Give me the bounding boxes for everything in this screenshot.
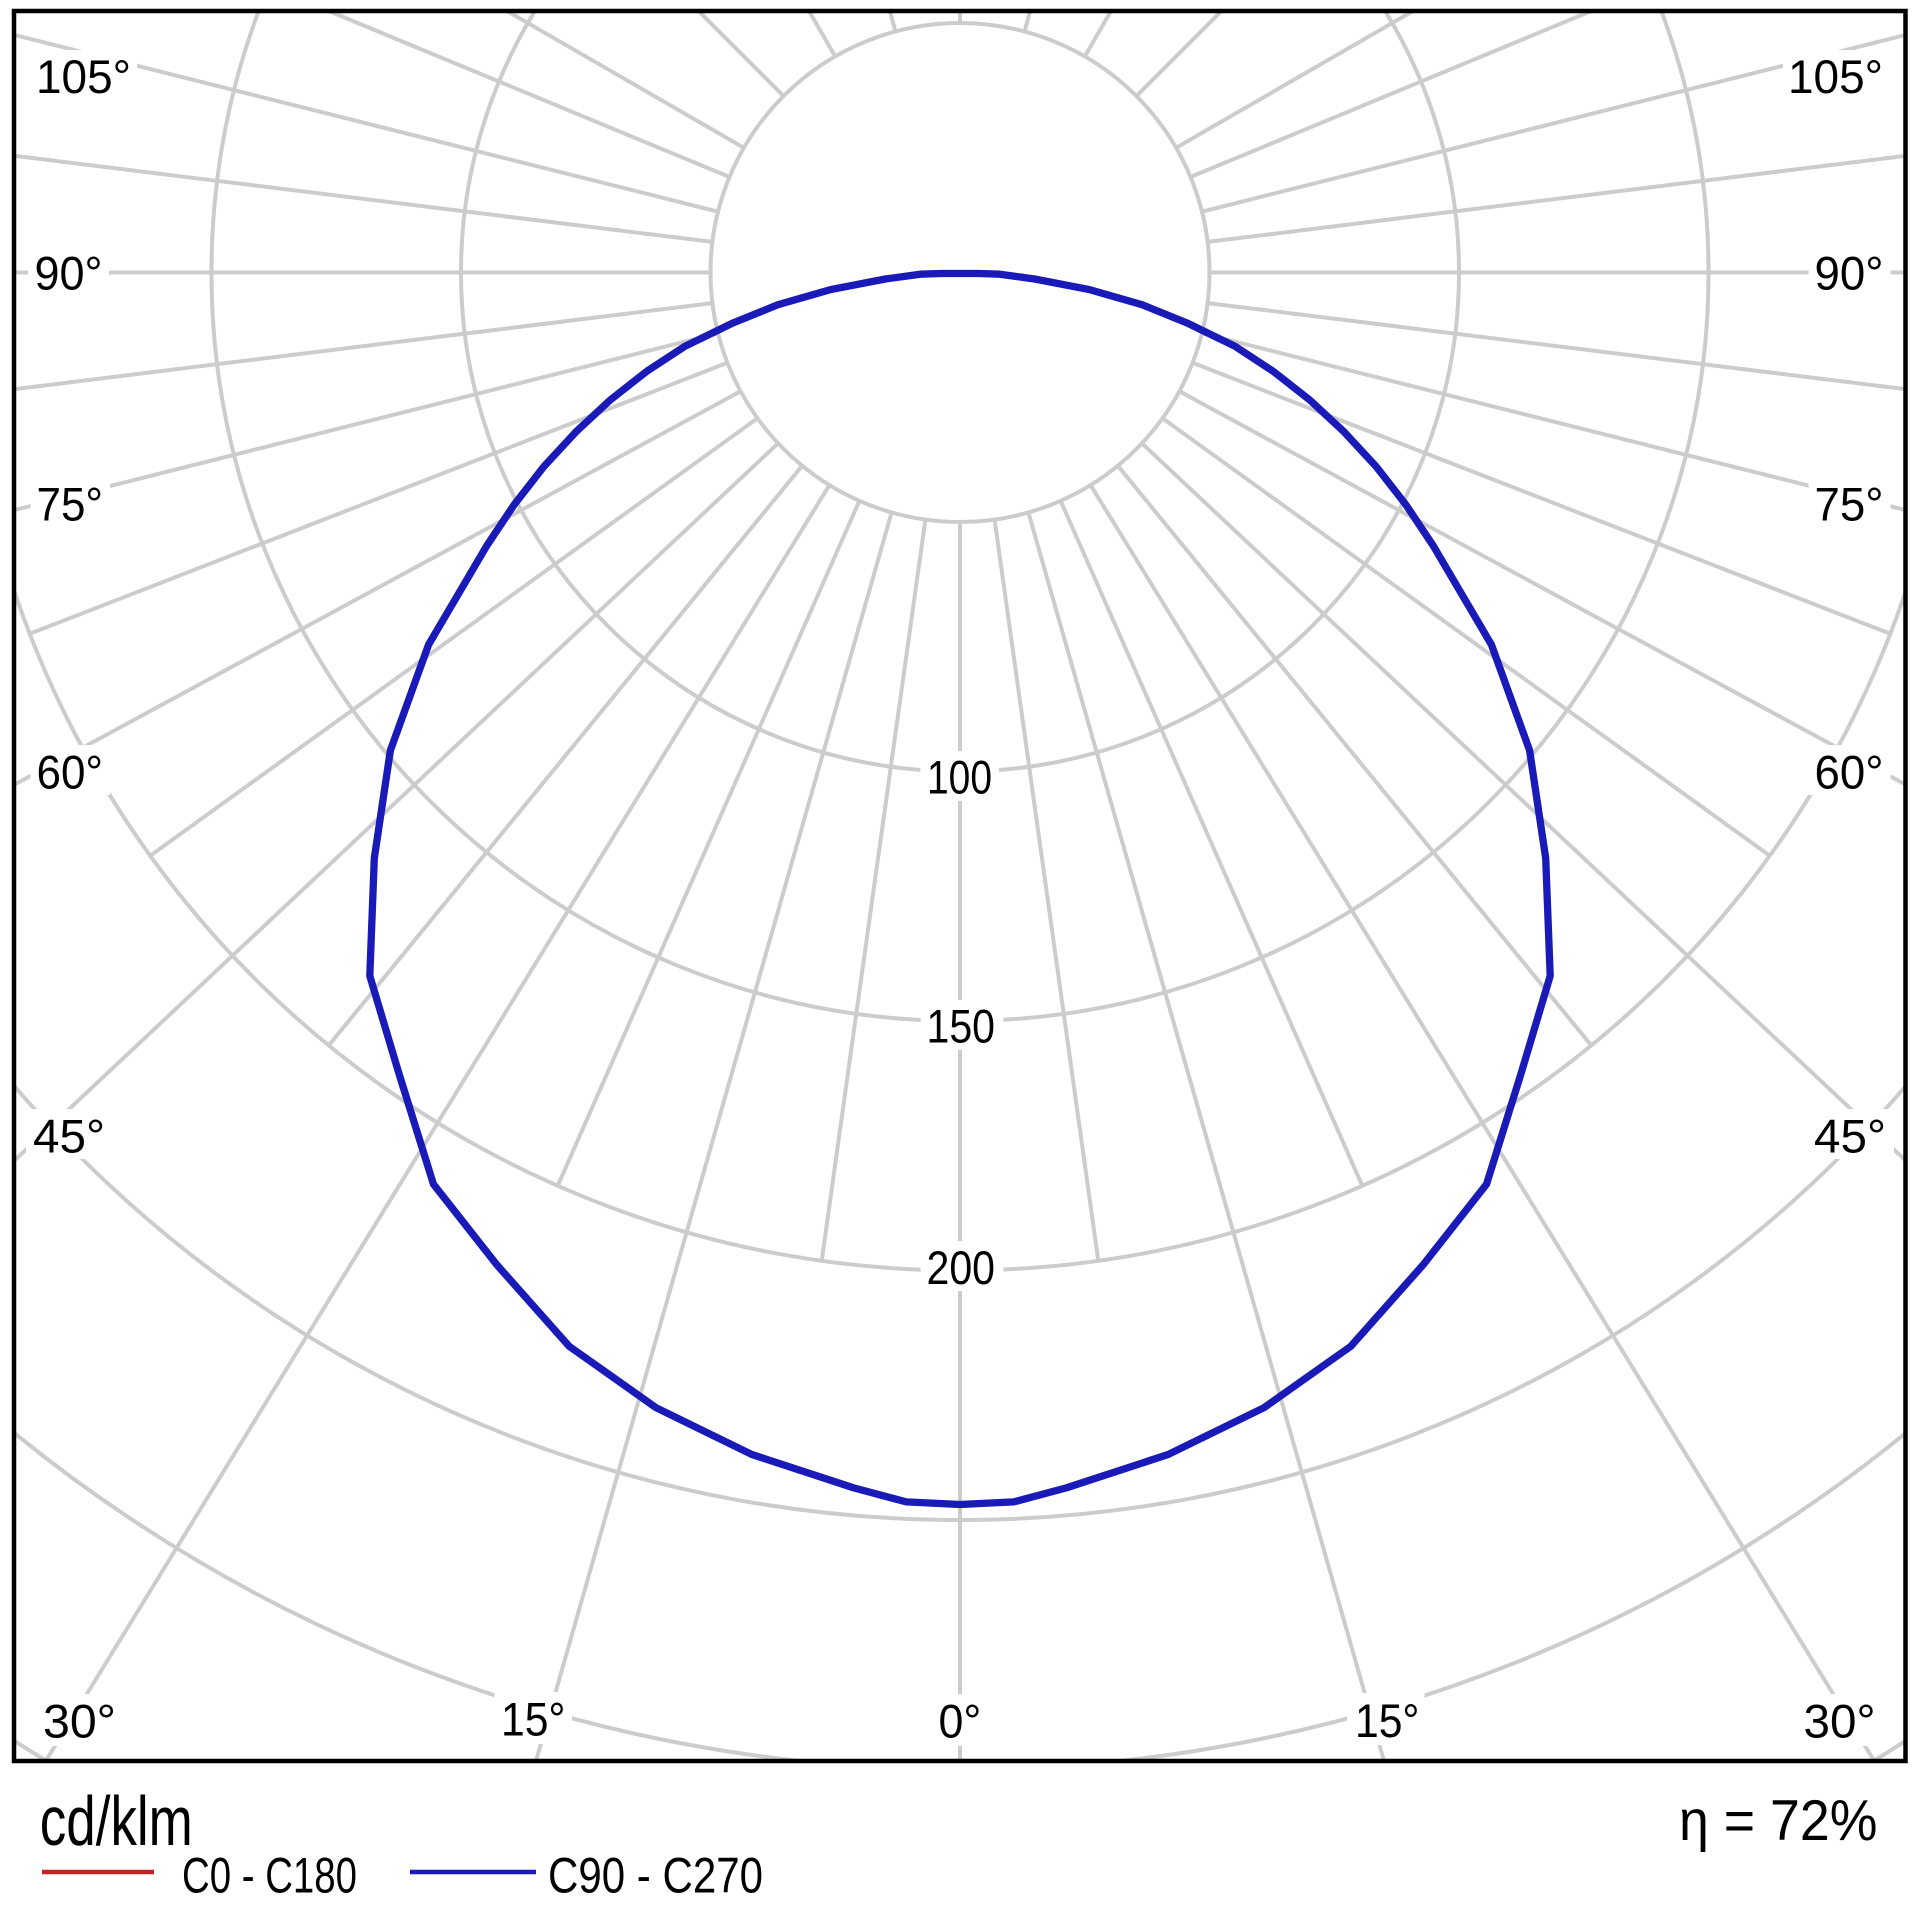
- svg-text:C0 - C180: C0 - C180: [182, 1848, 357, 1904]
- svg-text:cd/klm: cd/klm: [40, 1782, 193, 1860]
- svg-text:45°: 45°: [33, 1110, 105, 1163]
- svg-text:105°: 105°: [1788, 51, 1883, 104]
- svg-text:105°: 105°: [36, 51, 131, 104]
- svg-text:90°: 90°: [1815, 248, 1884, 301]
- svg-text:200: 200: [927, 1242, 996, 1295]
- svg-text:60°: 60°: [1815, 746, 1884, 799]
- svg-text:60°: 60°: [37, 746, 104, 799]
- svg-text:C90 - C270: C90 - C270: [548, 1848, 763, 1904]
- svg-text:90°: 90°: [35, 248, 103, 301]
- svg-text:45°: 45°: [1814, 1110, 1886, 1163]
- svg-text:100: 100: [927, 752, 992, 805]
- svg-text:30°: 30°: [1804, 1696, 1876, 1749]
- svg-text:150: 150: [927, 1001, 996, 1054]
- svg-text:75°: 75°: [1815, 479, 1884, 532]
- svg-text:η = 72%: η = 72%: [1679, 1789, 1878, 1853]
- svg-text:15°: 15°: [1355, 1695, 1420, 1748]
- svg-text:30°: 30°: [43, 1696, 116, 1749]
- svg-text:15°: 15°: [501, 1694, 566, 1747]
- svg-text:75°: 75°: [37, 479, 104, 532]
- svg-text:0°: 0°: [939, 1696, 982, 1749]
